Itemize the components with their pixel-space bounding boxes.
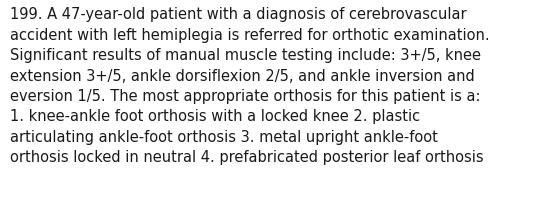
Text: 199. A 47-year-old patient with a diagnosis of cerebrovascular
accident with lef: 199. A 47-year-old patient with a diagno… [10, 7, 490, 165]
